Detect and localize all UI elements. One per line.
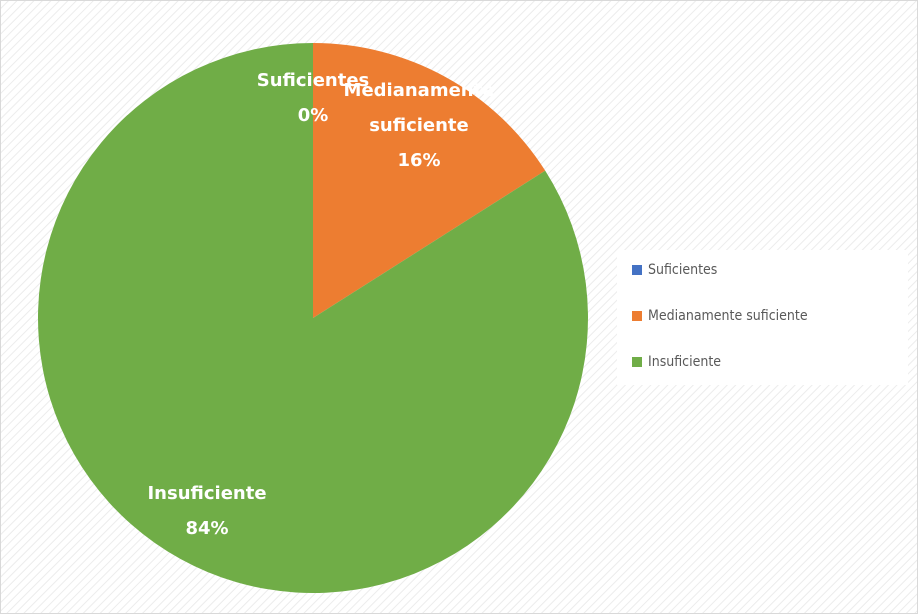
- data-label: Medianamente suficiente 16%: [334, 73, 504, 178]
- legend-label: Suficientes: [648, 262, 717, 278]
- pie-slice: [313, 43, 546, 318]
- data-label-value: 84%: [185, 517, 229, 539]
- data-label: Insuficiente 84%: [122, 476, 292, 546]
- data-label-value: 0%: [297, 105, 329, 126]
- data-label-category: Suficientes: [256, 70, 370, 91]
- legend-swatch: [632, 357, 642, 367]
- legend-swatch: [632, 311, 642, 321]
- legend-label: Insuficiente: [648, 354, 721, 370]
- legend-swatch: [632, 265, 642, 275]
- pie-slice: [37, 43, 589, 593]
- data-label-category: Insuficiente: [147, 482, 267, 504]
- legend-label: Medianamente suficiente: [648, 308, 808, 324]
- legend-box: [617, 250, 908, 385]
- data-label-value: 16%: [397, 149, 441, 171]
- data-label: Suficientes 0%: [228, 63, 398, 133]
- data-label-category: Medianamente suficiente: [343, 79, 495, 136]
